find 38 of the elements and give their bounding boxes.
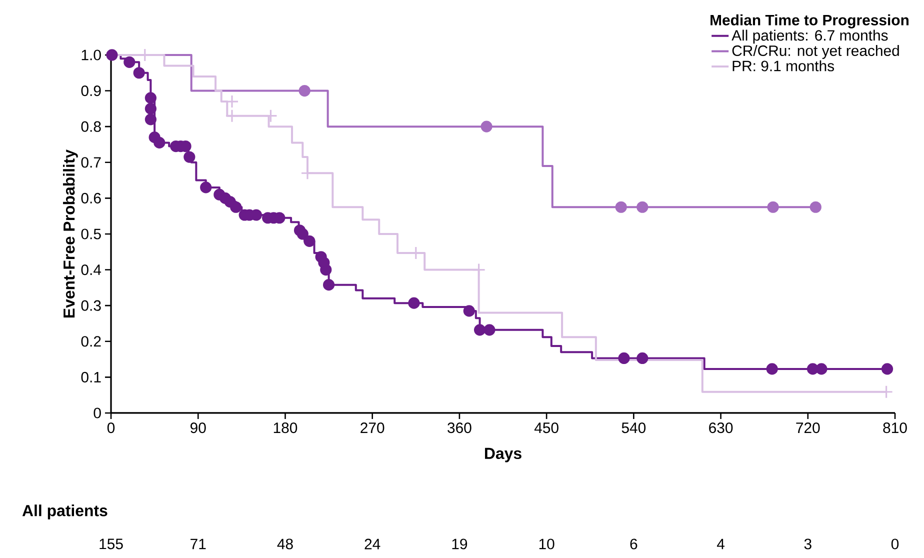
x-tick-label: 270 [360, 422, 384, 434]
x-tick-label: 90 [190, 422, 206, 434]
y-tick-label: 1.0 [82, 50, 101, 60]
data-label: 24 [364, 538, 380, 550]
legend-title: Median Time to Progression [710, 14, 908, 28]
data-label: 3 [804, 538, 812, 550]
x-tick-label: 450 [534, 422, 558, 434]
data-label: 19 [452, 538, 468, 550]
x-tick-label: 720 [796, 422, 820, 434]
data-label: 6 [630, 538, 638, 550]
y-tick-label: 0.1 [81, 372, 101, 382]
x-tick-label: 810 [883, 422, 907, 434]
data-label: 155 [100, 538, 123, 550]
y-tick-label: 0.4 [81, 264, 102, 276]
y-tick-label: 0.3 [81, 300, 101, 311]
data-label: 4 [716, 538, 725, 550]
legend-label: CR/CRu: not yet reached [732, 45, 899, 59]
legend-label: PR: 9.1 months [732, 60, 834, 72]
x-tick-label: 0 [107, 422, 115, 434]
y-tick-label: 0.8 [81, 121, 101, 132]
x-tick-label: 630 [709, 422, 733, 434]
y-tick-label: 0.5 [81, 228, 101, 240]
data-label: 71 [190, 538, 206, 550]
data-label: 48 [277, 538, 293, 550]
y-tick-label: 0 [94, 408, 101, 418]
legend-label: All patients: 6.7 months [732, 30, 888, 44]
y-tick-label: 0.9 [81, 85, 101, 96]
y-tick-label: 0.2 [81, 336, 101, 347]
y-tick-label: 0.6 [81, 192, 101, 204]
text: All patients [22, 504, 108, 520]
data-label: 10 [539, 538, 554, 550]
data-label: 0 [891, 538, 899, 550]
x-tick-label: 540 [622, 422, 646, 434]
x-tick-label: 180 [274, 422, 298, 434]
y-axis-title: Event-Free Probability [63, 149, 78, 318]
x-axis-title: Days [485, 448, 522, 462]
y-tick-label: 0.7 [81, 157, 101, 168]
x-tick-label: 360 [448, 422, 472, 434]
